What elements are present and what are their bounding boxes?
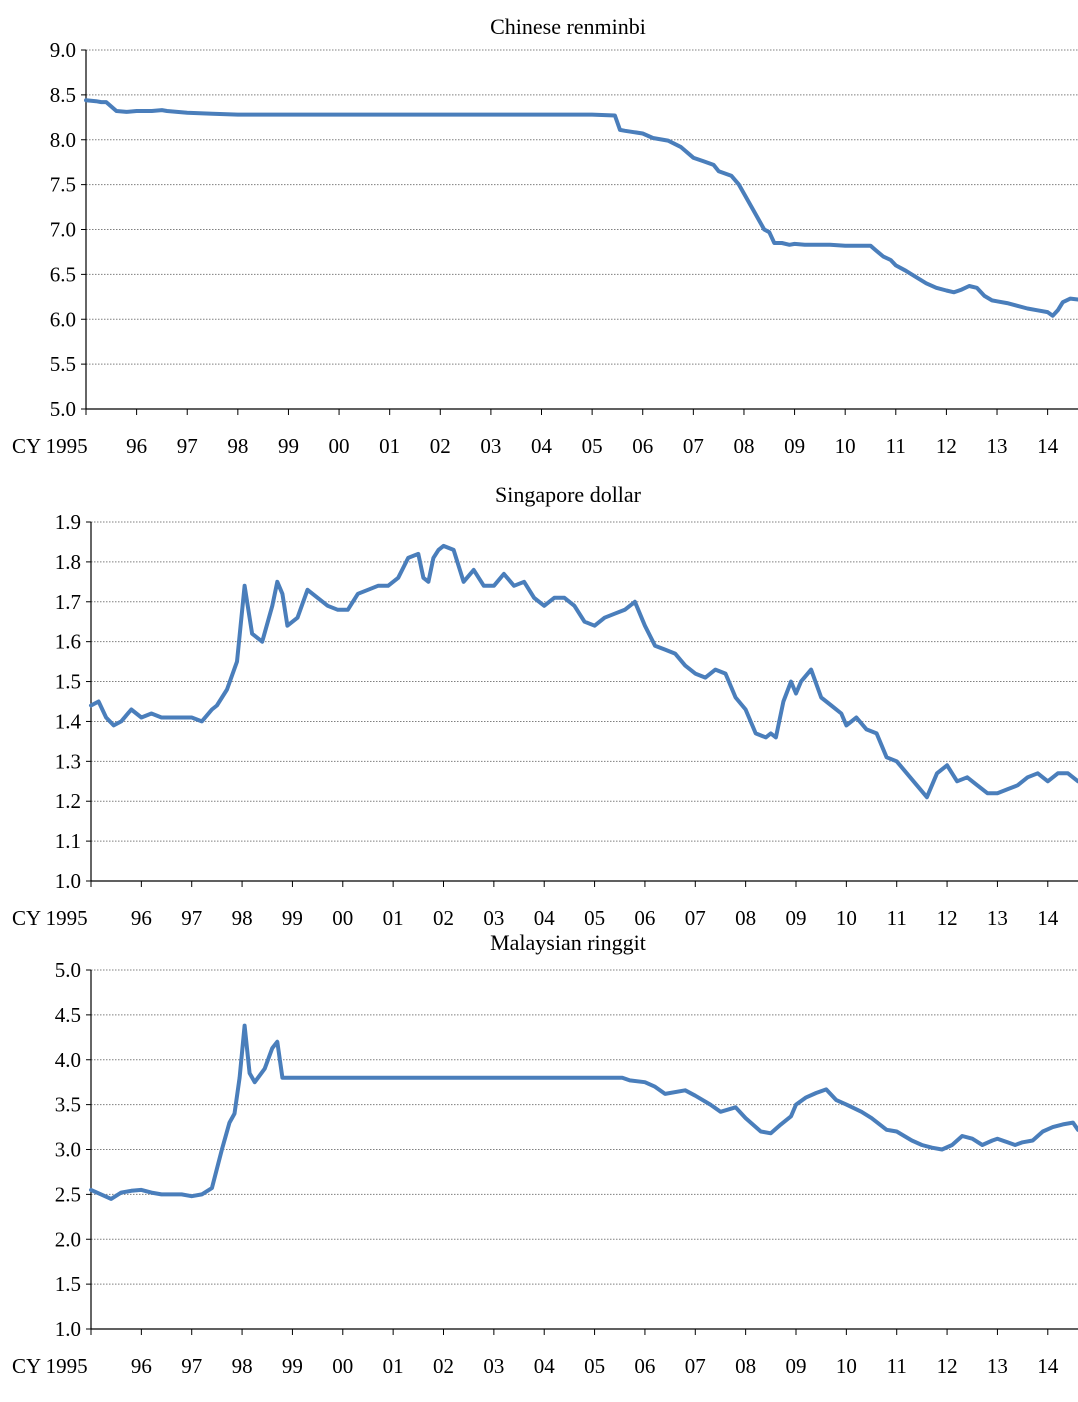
y-tick-label: 7.0: [50, 218, 76, 242]
y-tick-label: 1.0: [55, 869, 81, 893]
x-tick-label: CY 1995: [12, 906, 88, 930]
x-tick-label: 07: [685, 906, 706, 930]
y-tick-label: 2.5: [55, 1182, 81, 1206]
y-tick-label: 2.0: [55, 1227, 81, 1251]
y-tick-label: 5.0: [50, 397, 76, 421]
x-tick-label: 00: [332, 1354, 353, 1378]
x-tick-label: 09: [784, 434, 805, 458]
x-tick-label: 13: [987, 906, 1008, 930]
y-tick-label: 8.5: [50, 83, 76, 107]
y-tick-label: 1.6: [55, 630, 81, 654]
x-tick-label: 06: [634, 906, 655, 930]
y-tick-label: 4.0: [55, 1048, 81, 1072]
x-tick-label: 05: [582, 434, 603, 458]
y-tick-label: 1.8: [55, 550, 81, 574]
x-tick-label: 03: [483, 1354, 504, 1378]
x-tick-label: 02: [433, 906, 454, 930]
x-tick-label: 04: [534, 906, 556, 930]
y-tick-label: 1.7: [55, 590, 81, 614]
x-tick-label: 14: [1037, 1354, 1059, 1378]
x-tick-label: 02: [433, 1354, 454, 1378]
y-tick-label: 4.5: [55, 1003, 81, 1027]
y-tick-label: 6.0: [50, 307, 76, 331]
x-tick-label: 01: [383, 906, 404, 930]
y-tick-label: 1.5: [55, 1272, 81, 1296]
chart-title: Malaysian ringgit: [490, 930, 646, 955]
x-tick-label: 09: [786, 906, 807, 930]
x-tick-label: 10: [835, 434, 856, 458]
series-line: [89, 1023, 1078, 1201]
x-tick-label: 14: [1037, 906, 1059, 930]
x-tick-label: 00: [332, 906, 353, 930]
x-tick-label: 11: [887, 1354, 907, 1378]
x-tick-label: 08: [735, 1354, 756, 1378]
x-tick-label: 06: [634, 1354, 655, 1378]
x-tick-label: 96: [126, 434, 147, 458]
x-tick-label: 11: [887, 906, 907, 930]
x-tick-label: 04: [531, 434, 553, 458]
x-tick-label: 13: [987, 434, 1008, 458]
x-tick-label: 12: [936, 434, 957, 458]
x-tick-label: 98: [227, 434, 248, 458]
x-tick-label: 11: [886, 434, 906, 458]
x-tick-label: 07: [685, 1354, 706, 1378]
y-tick-label: 5.5: [50, 352, 76, 376]
y-tick-label: 9.0: [50, 38, 76, 62]
y-tick-label: 6.5: [50, 262, 76, 286]
chart-panel-chinese-renminbi: Chinese renminbi 5.0 5.5 6.0 6.5 7.0 7.5 8.0 8.…: [12, 14, 1078, 458]
x-tick-label: 12: [937, 1354, 958, 1378]
x-tick-label: 97: [181, 906, 202, 930]
y-tick-label: 1.5: [55, 670, 81, 694]
x-tick-label: 99: [282, 906, 303, 930]
x-tick-label: 02: [430, 434, 451, 458]
x-tick-label: 97: [181, 1354, 202, 1378]
chart-panel-malaysian-ringgit: Malaysian ringgit 1.0 1.5 2.0 2.5 3.0 3.5 4.0 4…: [12, 930, 1078, 1378]
y-tick-label: 1.9: [55, 510, 81, 534]
x-tick-label: 10: [836, 1354, 857, 1378]
x-tick-label: CY 1995: [12, 1354, 88, 1378]
chart-panel-singapore-dollar: Singapore dollar 1.0 1.1 1.2 1.3 1.4 1.5 1.6 1.…: [12, 482, 1078, 930]
y-tick-label: 1.1: [55, 829, 81, 853]
y-tick-label: 5.0: [55, 958, 81, 982]
x-tick-label: 08: [733, 434, 754, 458]
x-tick-label: 96: [131, 1354, 152, 1378]
y-tick-label: 3.5: [55, 1093, 81, 1117]
x-tick-label: 03: [483, 906, 504, 930]
x-tick-label: 14: [1037, 434, 1059, 458]
y-tick-label: 8.0: [50, 128, 76, 152]
x-tick-label: 08: [735, 906, 756, 930]
x-tick-label: 05: [584, 906, 605, 930]
x-tick-label: 12: [937, 906, 958, 930]
x-tick-label: 09: [786, 1354, 807, 1378]
y-tick-label: 1.3: [55, 749, 81, 773]
x-tick-label: 99: [282, 1354, 303, 1378]
x-tick-label: 13: [987, 1354, 1008, 1378]
x-tick-label: 07: [683, 434, 704, 458]
x-tick-label: 03: [480, 434, 501, 458]
x-tick-label: 97: [177, 434, 198, 458]
y-tick-label: 7.5: [50, 173, 76, 197]
y-tick-label: 1.4: [55, 709, 82, 733]
chart-title: Singapore dollar: [495, 482, 642, 507]
x-tick-label: 04: [534, 1354, 556, 1378]
x-tick-label: 98: [232, 906, 253, 930]
x-tick-label: 10: [836, 906, 857, 930]
x-tick-label: 06: [632, 434, 653, 458]
series-line: [89, 543, 1078, 800]
chart-title: Chinese renminbi: [490, 14, 646, 39]
x-tick-label: 00: [329, 434, 350, 458]
x-tick-label: 99: [278, 434, 299, 458]
x-tick-label: 01: [379, 434, 400, 458]
x-tick-label: CY 1995: [12, 434, 88, 458]
y-tick-label: 1.2: [55, 789, 81, 813]
x-tick-label: 98: [232, 1354, 253, 1378]
x-tick-label: 01: [383, 1354, 404, 1378]
y-tick-label: 3.0: [55, 1138, 81, 1162]
y-tick-label: 1.0: [55, 1317, 81, 1341]
x-tick-label: 96: [131, 906, 152, 930]
x-tick-label: 05: [584, 1354, 605, 1378]
series-line: [84, 98, 1078, 318]
